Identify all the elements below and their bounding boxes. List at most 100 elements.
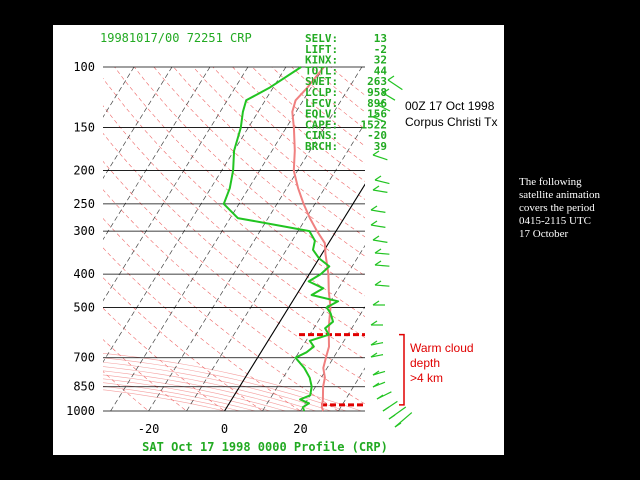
sounding-title-station: Corpus Christi Tx [405,115,497,129]
wind-barb [372,239,388,243]
pressure-tick-label: 200 [73,164,95,178]
index-value: 1522 [361,118,388,131]
wind-barb [374,179,390,185]
skewt-panel: Warm cloud depth >4 km 100 150 200 250 300 400 5… [53,25,504,455]
warm-cloud-label: >4 km [410,371,443,385]
wind-barb-flag [374,260,382,266]
temperature-tick-label: -20 [138,422,160,436]
isotherm-line [224,183,365,411]
wind-barb-flag [387,75,395,81]
index-key: CAPE: [305,118,338,131]
wind-barb [370,342,384,346]
isotherm-line [103,67,173,179]
pressure-tick-label: 700 [73,351,95,365]
sounding-title-date: 00Z 17 Oct 1998 [405,99,495,113]
index-key: SELV: [305,32,338,45]
warm-cloud-label: Warm cloud [410,341,474,355]
wind-barb [382,92,396,101]
profile-series [222,66,340,412]
wind-barb-flag [376,394,384,400]
wind-barb-flag [372,150,380,156]
side-note-line: 17 October [519,228,569,240]
wind-barb-flag [372,382,380,388]
index-value: 13 [374,32,387,45]
wind-barb-flag [370,340,378,346]
moist-adiabat-line [103,352,362,411]
wind-barb [372,370,386,376]
wind-barb-flag [370,352,378,358]
index-value: 44 [374,64,388,77]
pressure-tick-label: 150 [73,121,95,135]
pressure-tick-label: 100 [73,60,95,74]
wind-barb-flag [372,185,380,191]
side-note-line: 0415-2115 UTC [519,215,592,227]
wind-barbs [370,75,413,428]
index-value: 32 [374,54,387,67]
wind-barb [372,154,388,161]
isotherm-line [110,67,325,411]
dry-adiabat-line [103,247,301,411]
temperature-tick-label: 20 [293,422,307,436]
index-key: LFCV: [305,97,338,110]
pressure-tick-label: 500 [73,300,95,314]
cloud-depth-bracket [399,333,405,406]
index-key: KINX: [305,54,338,67]
moist-adiabat-line [103,382,255,411]
wind-barb [372,189,388,193]
wind-barb [377,104,391,112]
isotherm-line [186,122,365,411]
pressure-tick-label: 400 [73,267,95,281]
wind-barb-flag [372,300,380,306]
wind-barb-flag [372,112,380,118]
moist-adiabats [103,335,504,411]
index-key: BRCH: [305,140,338,153]
wind-barb-flag [374,248,382,254]
isotherm-line [103,67,287,363]
warm-cloud-label: depth [410,356,440,370]
isotherm-line [148,67,363,411]
index-value: -2 [374,43,387,56]
wind-barb [370,209,386,213]
moist-adiabat-line [103,378,271,411]
index-value: 156 [367,108,387,121]
isotherm-line [300,306,365,411]
index-value: -20 [367,129,387,142]
index-key: TOTL: [305,64,338,77]
wind-barb-flag [372,235,380,241]
side-note: The following satellite animation covers… [519,176,634,241]
wind-barb-flag [370,220,378,226]
pressure-tick-label: 850 [73,380,95,394]
dewpoint-line [222,66,340,412]
wind-barb [374,284,390,287]
dry-adiabat-line [103,277,263,411]
index-key: CINS: [305,129,338,142]
index-value: 263 [367,75,387,88]
isotherms [53,67,365,411]
side-note-line: covers the period [519,202,595,214]
axis-labels: 100 150 200 250 300 400 500 700 850 1000 -20 0 20 [66,60,308,436]
index-key: LIFT: [305,43,338,56]
index-value: 896 [367,97,387,110]
wind-barb-flag [372,370,380,376]
index-value: 39 [374,140,387,153]
wind-barb [372,116,386,123]
wind-barb [374,264,390,267]
sounding-id-line: 19981017/00 72251 CRP [100,31,252,45]
wind-barb [370,224,386,228]
isotherm-line [262,244,365,411]
wind-barb-flag [374,175,382,181]
pressure-tick-label: 1000 [66,404,95,418]
isotherm-line [103,67,249,302]
index-key: SWET: [305,75,338,88]
wind-barb [370,354,384,358]
wind-barb-flag [374,280,382,286]
wind-barb [387,79,403,91]
isotherm-line [53,67,58,411]
wind-barb-flag [394,422,402,428]
wind-barb-flag [370,205,378,211]
temperature-tick-label: 0 [221,422,228,436]
wind-barb-flag [377,100,385,106]
wind-barb-flag [382,88,390,94]
